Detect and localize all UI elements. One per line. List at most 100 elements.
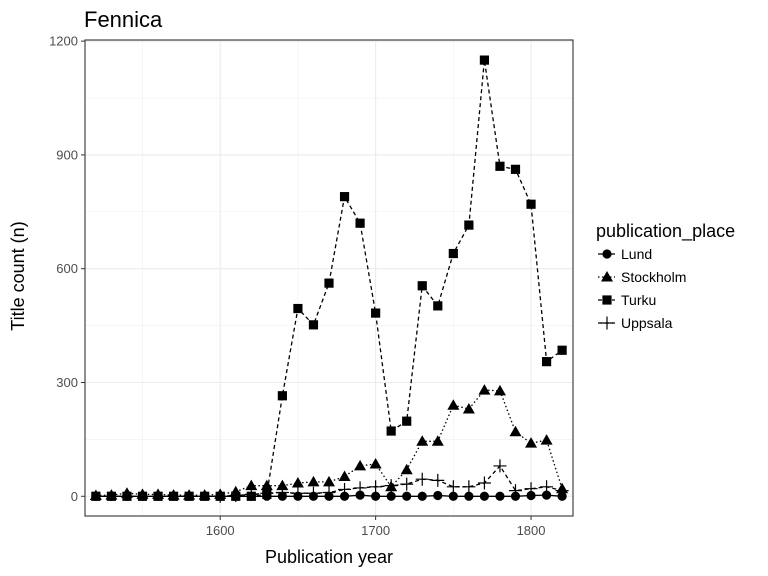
point-turku (433, 301, 443, 311)
point-stockholm (307, 475, 320, 487)
point-lund (402, 491, 412, 501)
point-uppsala (306, 486, 320, 500)
point-stockholm (478, 384, 491, 395)
panel-border (84, 39, 574, 517)
point-turku (386, 426, 396, 436)
point-stockholm (525, 437, 538, 448)
point-lund (433, 490, 443, 501)
point-turku (495, 161, 505, 171)
legend-item-stockholm: Stockholm (598, 269, 686, 285)
x-tick-label: 1800 (517, 523, 546, 538)
point-uppsala (400, 477, 414, 491)
point-uppsala (508, 484, 522, 498)
y-tick-label: 300 (56, 375, 78, 390)
point-turku (168, 491, 179, 501)
point-turku (153, 491, 163, 501)
point-turku (355, 218, 365, 228)
point-turku (557, 345, 567, 355)
point-stockholm (291, 477, 304, 488)
y-tick-label: 1200 (49, 34, 78, 49)
y-tick-label: 0 (71, 489, 78, 504)
series-uppsala (213, 459, 569, 503)
point-turku (308, 320, 319, 330)
point-stockholm (447, 399, 460, 410)
point-stockholm (354, 459, 367, 471)
point-uppsala (229, 489, 243, 503)
point-uppsala (431, 473, 445, 487)
point-turku (541, 357, 552, 367)
point-lund (479, 491, 490, 501)
point-uppsala (322, 485, 336, 499)
point-uppsala (524, 482, 538, 496)
point-uppsala (244, 487, 258, 501)
point-uppsala (493, 459, 507, 473)
y-axis-title: Title count (n) (8, 221, 28, 330)
legend-item-uppsala: Uppsala (598, 315, 673, 331)
chart-title: Fennica (84, 7, 163, 32)
point-lund (417, 491, 427, 501)
point-turku (200, 491, 210, 501)
point-uppsala (353, 481, 367, 495)
legend-label-uppsala: Uppsala (621, 315, 673, 331)
point-stockholm (416, 435, 429, 446)
point-turku (417, 281, 427, 291)
axis-ticks: 1600 1700 1800 0 300 600 900 1200 (49, 34, 574, 538)
point-turku (479, 55, 490, 65)
chart-marks (89, 55, 569, 503)
point-lund (495, 491, 505, 501)
point-stockholm (276, 479, 289, 491)
legend-label-lund: Lund (621, 246, 652, 262)
point-stockholm (400, 463, 413, 475)
point-lund (371, 491, 381, 501)
point-turku (510, 164, 521, 174)
point-lund (448, 491, 458, 501)
point-turku (122, 491, 132, 501)
point-turku (277, 391, 287, 401)
point-uppsala (275, 485, 289, 499)
legend-key-marker-lund (602, 249, 612, 259)
point-stockholm (245, 479, 258, 491)
point-lund (386, 491, 396, 501)
point-lund (464, 491, 474, 501)
point-lund (541, 490, 552, 500)
point-turku (91, 491, 101, 501)
y-tick-label: 900 (56, 147, 78, 162)
y-tick-label: 600 (56, 261, 78, 276)
point-stockholm (431, 435, 444, 446)
legend-title: publication_place (596, 221, 735, 242)
point-uppsala (384, 479, 398, 493)
point-turku (526, 199, 536, 209)
point-uppsala (338, 482, 352, 496)
point-turku (293, 303, 303, 314)
point-uppsala (555, 484, 569, 498)
point-uppsala (415, 472, 429, 486)
point-uppsala (477, 476, 491, 490)
point-stockholm (338, 470, 351, 482)
point-stockholm (540, 434, 553, 445)
point-uppsala (446, 480, 460, 494)
point-uppsala (462, 480, 476, 494)
point-stockholm (493, 384, 506, 396)
legend-item-turku: Turku (598, 292, 656, 308)
point-lund (526, 490, 536, 501)
point-turku (402, 416, 412, 426)
point-uppsala (540, 480, 554, 494)
point-stockholm (462, 403, 475, 414)
legend: publication_place Lund Stockholm Turku Upps… (596, 221, 735, 331)
point-turku (371, 308, 381, 318)
point-uppsala (213, 489, 227, 503)
point-turku (324, 278, 334, 288)
plot-panel (85, 40, 573, 516)
point-turku (184, 491, 194, 501)
legend-label-turku: Turku (621, 292, 656, 308)
panel-background (85, 40, 573, 516)
legend-item-lund: Lund (598, 246, 652, 262)
point-stockholm (260, 479, 273, 491)
point-stockholm (323, 475, 335, 487)
x-axis-title: Publication year (265, 547, 393, 567)
point-turku (137, 491, 148, 501)
point-turku (464, 220, 474, 230)
point-uppsala (369, 480, 383, 494)
x-tick-label: 1600 (206, 523, 235, 538)
